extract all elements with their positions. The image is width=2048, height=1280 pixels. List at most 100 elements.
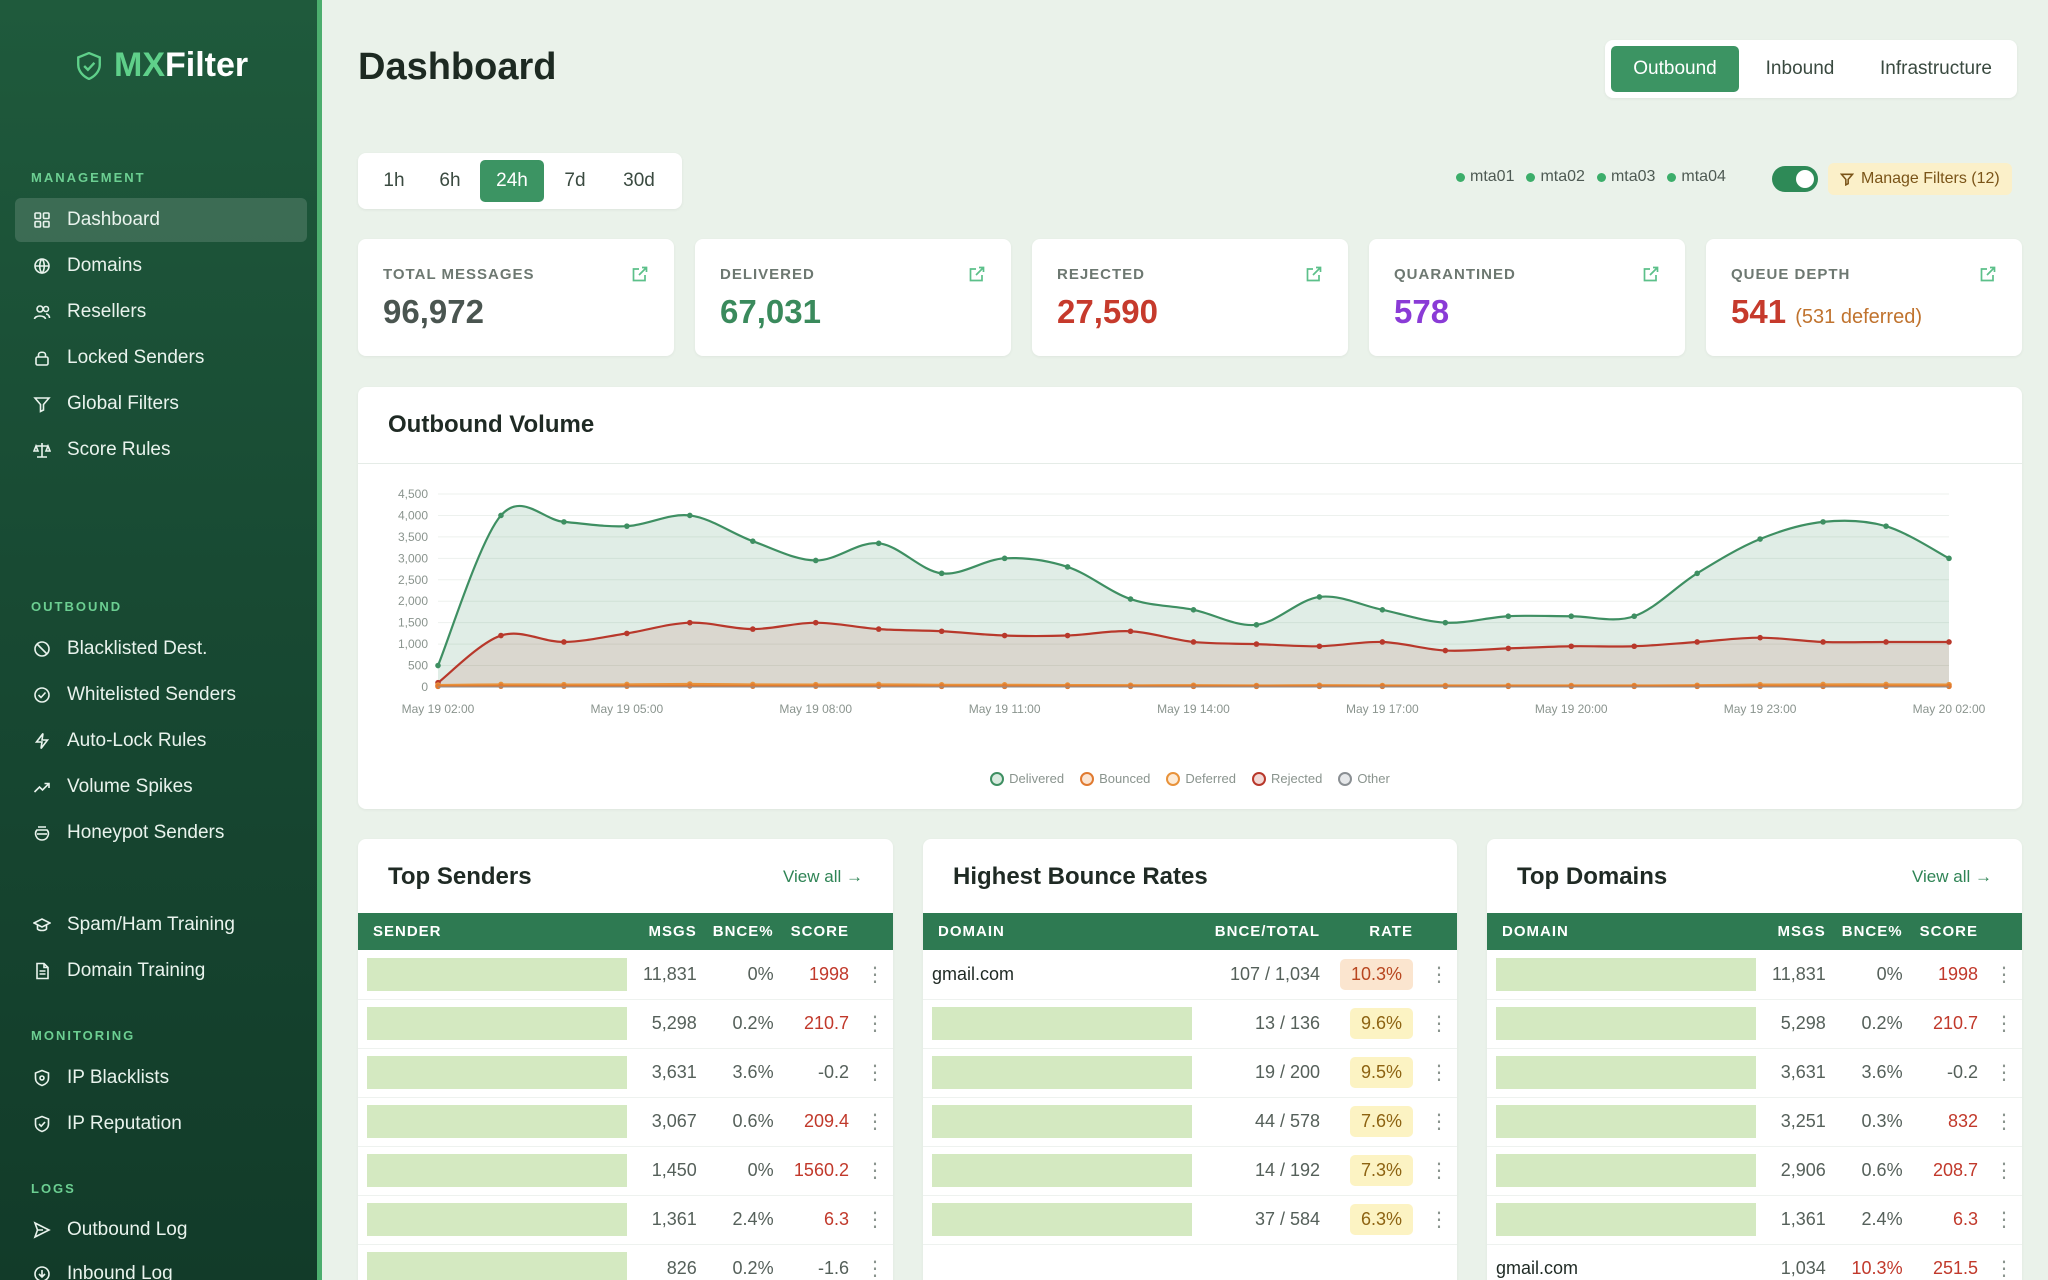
sidebar-item-whitelisted-senders[interactable]: Whitelisted Senders — [15, 673, 307, 717]
table-row[interactable]: 44 / 578 7.6% ⋮ — [923, 1097, 1457, 1147]
view-all-senders-link[interactable]: View all → — [783, 867, 863, 886]
range-24h[interactable]: 24h — [480, 160, 544, 202]
sidebar-item-inbound-log[interactable]: Inbound Log — [15, 1252, 307, 1280]
column-header[interactable]: MSGS — [635, 913, 705, 950]
external-link-icon[interactable] — [1642, 265, 1660, 283]
table-row[interactable]: 11,831 0% 1998 ⋮ — [1487, 950, 2022, 1000]
sidebar-item-honeypot-senders[interactable]: Honeypot Senders — [15, 811, 307, 855]
range-1h[interactable]: 1h — [383, 170, 405, 191]
row-menu-button[interactable]: ⋮ — [1420, 1195, 1457, 1245]
table-row[interactable]: 1,450 0% 1560.2 ⋮ — [358, 1146, 893, 1196]
legend-item-rejected[interactable]: Rejected — [1252, 771, 1322, 786]
sidebar-item-ip-blacklists[interactable]: IP Blacklists — [15, 1056, 307, 1100]
domain-name[interactable]: gmail.com — [932, 963, 1015, 984]
table-row[interactable]: 826 0.2% -1.6 ⋮ — [358, 1244, 893, 1280]
table-row[interactable]: 5,298 0.2% 210.7 ⋮ — [358, 999, 893, 1049]
view-all-domains-link[interactable]: View all → — [1912, 867, 1992, 886]
table-row[interactable]: 1,361 2.4% 6.3 ⋮ — [1487, 1195, 2022, 1245]
domain-name[interactable]: gmail.com — [1496, 1258, 1579, 1278]
row-menu-button[interactable]: ⋮ — [1985, 1048, 2022, 1098]
sidebar-item-global-filters[interactable]: Global Filters — [15, 382, 307, 426]
table-row[interactable]: gmail.com 107 / 1,034 10.3% ⋮ — [923, 950, 1457, 1000]
external-link-icon[interactable] — [1979, 265, 1997, 283]
column-header[interactable]: SENDER — [358, 913, 635, 950]
server-mta04[interactable]: mta04 — [1667, 168, 1726, 186]
table-row[interactable]: 11,831 0% 1998 ⋮ — [358, 950, 893, 1000]
row-menu-button[interactable]: ⋮ — [1985, 999, 2022, 1049]
sidebar-item-domain-training[interactable]: Domain Training — [15, 949, 307, 993]
legend-item-delivered[interactable]: Delivered — [990, 771, 1064, 786]
table-row[interactable]: 5,298 0.2% 210.7 ⋮ — [1487, 999, 2022, 1049]
column-header[interactable]: BNCE% — [704, 913, 782, 950]
table-row[interactable]: 2,906 0.6% 208.7 ⋮ — [1487, 1146, 2022, 1196]
column-header[interactable]: BNCE% — [1833, 913, 1911, 950]
column-header[interactable]: DOMAIN — [923, 913, 1200, 950]
table-row[interactable]: 3,631 3.6% -0.2 ⋮ — [1487, 1048, 2022, 1098]
stat-card-total-messages[interactable]: TOTAL MESSAGES 96,972 — [358, 239, 674, 356]
tab-outbound[interactable]: Outbound — [1611, 46, 1739, 92]
row-menu-button[interactable]: ⋮ — [1985, 1195, 2022, 1245]
auto-refresh-toggle[interactable] — [1772, 166, 1818, 192]
row-menu-button[interactable]: ⋮ — [1420, 999, 1457, 1049]
server-mta01[interactable]: mta01 — [1456, 168, 1514, 186]
row-menu-button[interactable]: ⋮ — [1420, 950, 1457, 1000]
row-menu-button[interactable]: ⋮ — [1420, 1048, 1457, 1098]
sidebar-item-blacklisted-dest[interactable]: Blacklisted Dest. — [15, 627, 307, 671]
tab-inbound[interactable]: Inbound — [1765, 58, 1835, 79]
column-header[interactable]: BNCE/TOTAL — [1200, 913, 1329, 950]
table-row[interactable]: 37 / 584 6.3% ⋮ — [923, 1195, 1457, 1245]
row-menu-button[interactable]: ⋮ — [1985, 950, 2022, 1000]
row-menu-button[interactable]: ⋮ — [856, 1146, 893, 1196]
column-header[interactable]: RATE — [1328, 913, 1421, 950]
brand-logo[interactable]: MXFilter — [76, 46, 248, 85]
sidebar-item-domains[interactable]: Domains — [15, 244, 307, 288]
column-header[interactable]: SCORE — [781, 913, 857, 950]
row-menu-button[interactable]: ⋮ — [1985, 1146, 2022, 1196]
sidebar-item-spam-ham-training[interactable]: Spam/Ham Training — [15, 903, 307, 947]
row-menu-button[interactable]: ⋮ — [856, 1195, 893, 1245]
table-row[interactable]: 3,067 0.6% 209.4 ⋮ — [358, 1097, 893, 1147]
column-header[interactable]: MSGS — [1764, 913, 1834, 950]
legend-item-other[interactable]: Other — [1338, 771, 1390, 786]
sidebar-item-score-rules[interactable]: Score Rules — [15, 428, 307, 472]
stat-card-rejected[interactable]: REJECTED 27,590 — [1032, 239, 1348, 356]
sidebar-item-locked-senders[interactable]: Locked Senders — [15, 336, 307, 380]
table-row[interactable]: 1,361 2.4% 6.3 ⋮ — [358, 1195, 893, 1245]
range-7d[interactable]: 7d — [564, 170, 586, 191]
row-menu-button[interactable]: ⋮ — [856, 999, 893, 1049]
row-menu-button[interactable]: ⋮ — [1985, 1244, 2022, 1280]
range-30d[interactable]: 30d — [623, 170, 655, 191]
row-menu-button[interactable]: ⋮ — [1420, 1097, 1457, 1147]
row-menu-button[interactable]: ⋮ — [1420, 1146, 1457, 1196]
table-row[interactable]: gmail.com 1,034 10.3% 251.5 ⋮ — [1487, 1244, 2022, 1280]
stat-card-delivered[interactable]: DELIVERED 67,031 — [695, 239, 1011, 356]
tab-infrastructure[interactable]: Infrastructure — [1880, 58, 1992, 79]
server-mta02[interactable]: mta02 — [1526, 168, 1585, 186]
manage-filters-button[interactable]: Manage Filters (12) — [1828, 163, 2012, 195]
column-header[interactable]: DOMAIN — [1487, 913, 1764, 950]
column-header[interactable]: SCORE — [1910, 913, 1986, 950]
external-link-icon[interactable] — [1305, 265, 1323, 283]
table-row[interactable]: 3,251 0.3% 832 ⋮ — [1487, 1097, 2022, 1147]
row-menu-button[interactable]: ⋮ — [856, 1244, 893, 1280]
outbound-volume-chart[interactable]: 0 500 1,000 1,500 2,000 2,500 3,000 3,500 4,000 4… — [358, 477, 2022, 807]
table-row[interactable]: 14 / 192 7.3% ⋮ — [923, 1146, 1457, 1196]
sidebar-item-outbound-log[interactable]: Outbound Log — [15, 1208, 307, 1252]
row-menu-button[interactable]: ⋮ — [856, 1097, 893, 1147]
legend-item-bounced[interactable]: Bounced — [1080, 771, 1150, 786]
external-link-icon[interactable] — [968, 265, 986, 283]
sidebar-item-auto-lock-rules[interactable]: Auto-Lock Rules — [15, 719, 307, 763]
table-row[interactable]: 19 / 200 9.5% ⋮ — [923, 1048, 1457, 1098]
external-link-icon[interactable] — [631, 265, 649, 283]
stat-card-queue-depth[interactable]: QUEUE DEPTH 541 (531 deferred) — [1706, 239, 2022, 356]
range-6h[interactable]: 6h — [439, 170, 461, 191]
legend-item-deferred[interactable]: Deferred — [1166, 771, 1236, 786]
server-mta03[interactable]: mta03 — [1596, 168, 1655, 186]
sidebar-item-ip-reputation[interactable]: IP Reputation — [15, 1102, 307, 1146]
table-row[interactable]: 13 / 136 9.6% ⋮ — [923, 999, 1457, 1049]
sidebar-item-resellers[interactable]: Resellers — [15, 290, 307, 334]
row-menu-button[interactable]: ⋮ — [1985, 1097, 2022, 1147]
row-menu-button[interactable]: ⋮ — [856, 1048, 893, 1098]
row-menu-button[interactable]: ⋮ — [856, 950, 893, 1000]
table-row[interactable]: 3,631 3.6% -0.2 ⋮ — [358, 1048, 893, 1098]
